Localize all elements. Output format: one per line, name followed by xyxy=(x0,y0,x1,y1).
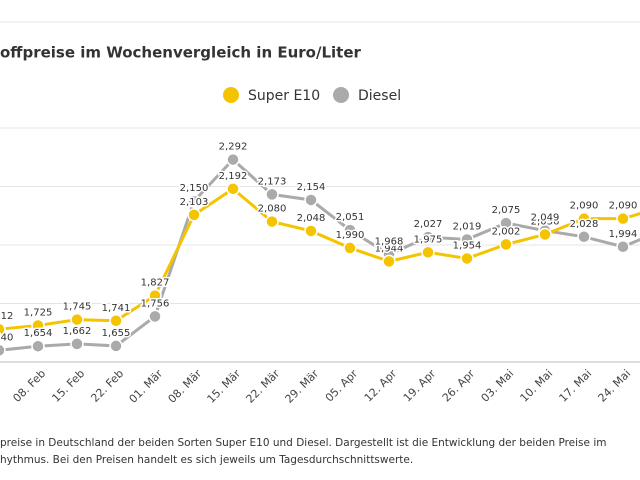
value-label: 1,741 xyxy=(102,303,131,314)
point xyxy=(382,254,396,269)
value-label: 2,019 xyxy=(453,221,482,232)
point xyxy=(226,152,240,167)
x-tick-label: 22. Mär xyxy=(244,367,283,406)
legend-label: Super E10 xyxy=(248,88,320,104)
value-label: 1,954 xyxy=(453,240,482,251)
value-label: 1,712 xyxy=(0,311,13,322)
x-tick-label: 15. Feb xyxy=(49,367,87,405)
point xyxy=(187,194,201,208)
x-tick-label: 15. Mär xyxy=(205,367,244,406)
value-label: 1,725 xyxy=(24,307,53,318)
point xyxy=(421,245,435,260)
value-label: 1,994 xyxy=(609,229,638,240)
value-label: 2,027 xyxy=(414,219,443,230)
x-tick-label: 05. Apr xyxy=(323,367,361,405)
x-tick-label: 26. Apr xyxy=(440,367,478,405)
value-label: 1,654 xyxy=(24,328,53,339)
x-tick-label: 24. Mai xyxy=(596,367,634,405)
point xyxy=(70,312,84,327)
legend-label: Diesel xyxy=(358,88,401,104)
x-tick-label: 22. Feb xyxy=(88,367,126,405)
point xyxy=(109,339,123,353)
value-label: 2,103 xyxy=(180,197,209,208)
point xyxy=(304,193,318,207)
value-label: 2,150 xyxy=(180,183,209,194)
chart-title: offpreise im Wochenvergleich in Euro/Lit… xyxy=(0,44,361,62)
x-tick-label: 19. Apr xyxy=(401,367,439,405)
point xyxy=(187,208,201,222)
value-label: 2,028 xyxy=(570,219,599,230)
value-label: 1,990 xyxy=(336,230,365,241)
point xyxy=(343,223,357,237)
point xyxy=(0,343,6,357)
value-label: 1,968 xyxy=(375,236,404,247)
point xyxy=(577,211,591,226)
x-tick-label: 10. Mai xyxy=(518,367,556,405)
value-label: 2,090 xyxy=(609,201,638,212)
point xyxy=(577,230,591,244)
value-label: 1,662 xyxy=(63,326,92,337)
value-label: 2,080 xyxy=(258,204,287,215)
value-label: 1,745 xyxy=(63,302,92,313)
point xyxy=(70,337,84,351)
value-label: 2,292 xyxy=(219,142,248,153)
caption: hythmus. Bei den Preisen handelt es sich… xyxy=(0,454,413,466)
value-label: 2,192 xyxy=(219,171,248,182)
value-label: 2,049 xyxy=(531,213,560,224)
point xyxy=(616,211,630,226)
x-tick-label: 17. Mai xyxy=(557,367,595,405)
legend-marker xyxy=(223,87,239,103)
point xyxy=(265,214,279,229)
value-label: 2,090 xyxy=(570,201,599,212)
x-tick-label: 12. Apr xyxy=(362,367,400,405)
value-label: 1,944 xyxy=(375,243,404,254)
value-label: 1,756 xyxy=(141,298,170,309)
value-label: 1,655 xyxy=(102,328,131,339)
point xyxy=(421,230,435,244)
point xyxy=(226,182,240,196)
value-label: 2,051 xyxy=(336,212,365,223)
point xyxy=(616,240,630,254)
point xyxy=(499,216,513,230)
x-tick-label: 08. Feb xyxy=(10,367,48,405)
value-label: 2,173 xyxy=(258,176,287,187)
point xyxy=(538,227,552,242)
value-label: 2,154 xyxy=(297,182,326,193)
point xyxy=(31,318,45,333)
point xyxy=(0,322,6,336)
point xyxy=(343,241,357,255)
value-label: 2,048 xyxy=(297,213,326,224)
x-tick-label: 08. Mär xyxy=(166,367,205,406)
x-tick-label: 03. Mai xyxy=(479,367,517,405)
value-label: 2,002 xyxy=(492,226,521,237)
value-label: 1,640 xyxy=(0,332,13,343)
caption: preise in Deutschland der beiden Sorten … xyxy=(0,437,606,449)
point xyxy=(499,237,513,252)
point xyxy=(109,314,123,328)
point xyxy=(460,251,474,266)
value-label: 2,036 xyxy=(531,216,560,227)
value-label: 1,975 xyxy=(414,234,443,245)
point xyxy=(460,232,474,247)
x-tick-label: 29. Mär xyxy=(283,367,322,406)
point xyxy=(265,187,279,202)
series-line xyxy=(0,186,640,331)
point xyxy=(304,224,318,238)
point xyxy=(31,339,45,353)
x-tick-label: 01. Mär xyxy=(127,367,166,406)
point xyxy=(148,288,162,303)
value-label: 1,827 xyxy=(141,278,170,289)
value-label: 2,075 xyxy=(492,205,521,216)
legend-marker xyxy=(333,87,349,103)
point xyxy=(148,309,162,324)
